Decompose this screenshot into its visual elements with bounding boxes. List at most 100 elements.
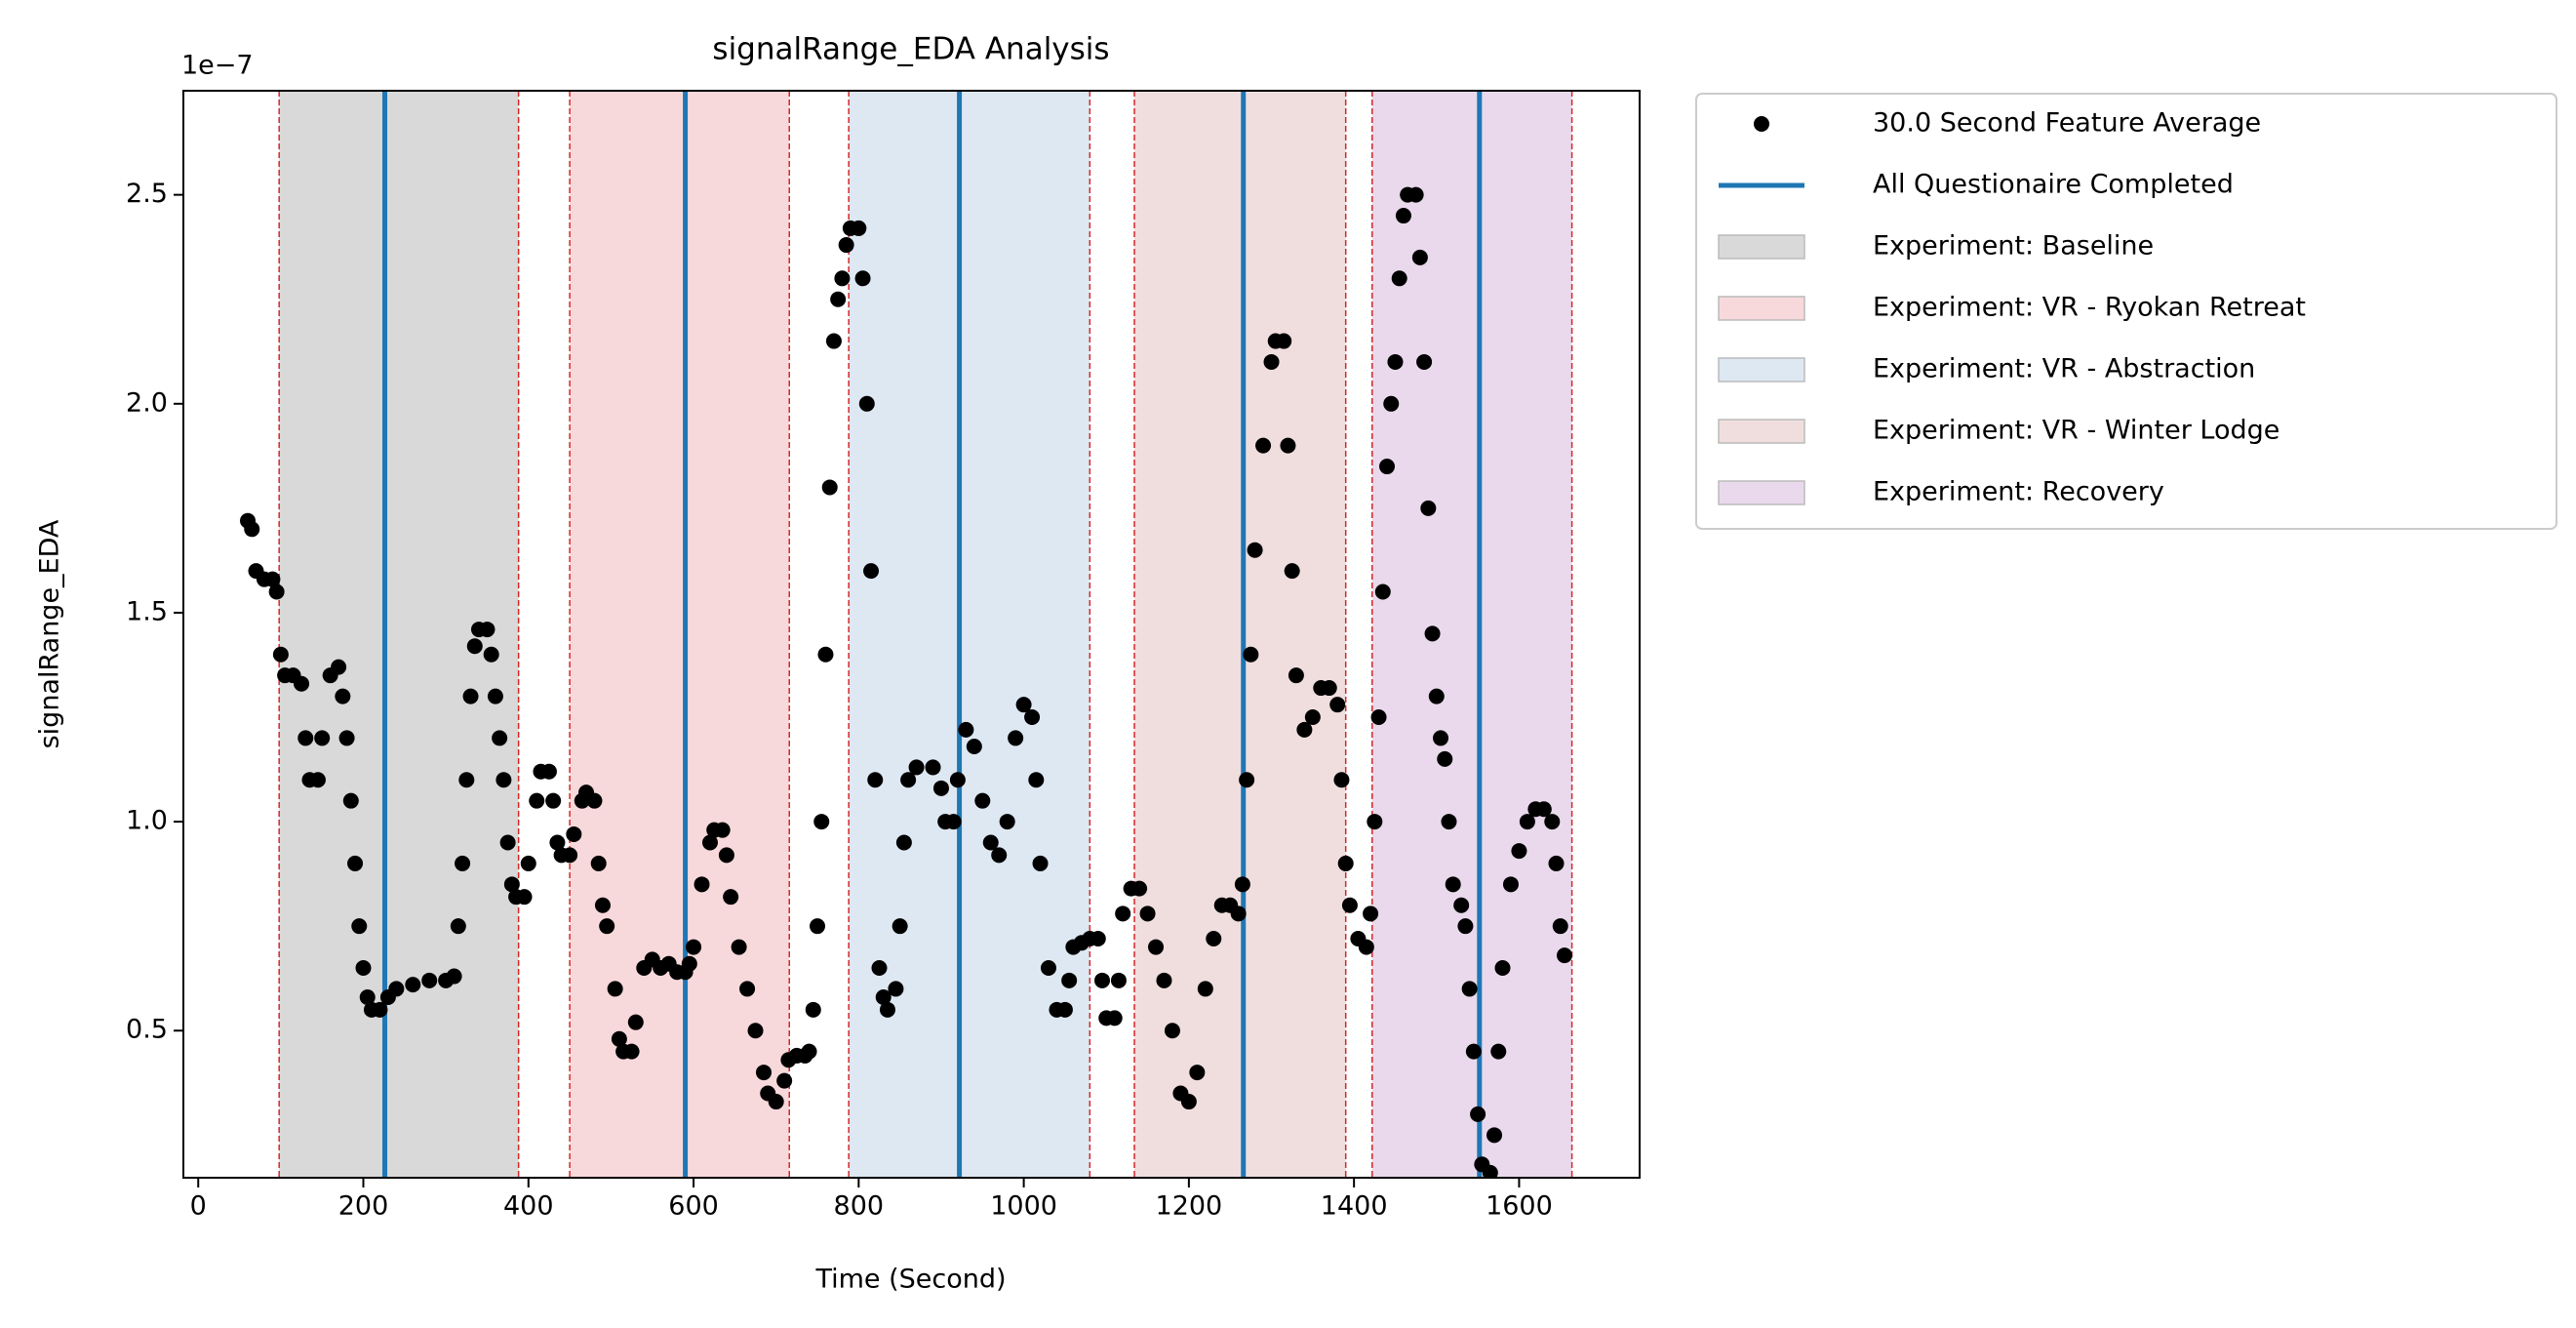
data-point xyxy=(958,721,974,738)
data-point xyxy=(1544,814,1561,830)
legend-marker xyxy=(1718,357,1805,382)
data-point xyxy=(1379,459,1396,475)
data-point xyxy=(686,939,702,955)
legend-label: Experiment: VR - Abstraction xyxy=(1873,354,2255,384)
data-point xyxy=(895,834,912,851)
data-point xyxy=(723,889,739,905)
data-point xyxy=(599,918,615,935)
data-point xyxy=(1341,897,1358,913)
data-point xyxy=(1482,1164,1498,1178)
x-tick-label: 200 xyxy=(338,1191,389,1222)
data-point xyxy=(1374,584,1391,600)
data-point xyxy=(446,968,462,985)
data-point xyxy=(1490,1043,1507,1060)
x-tick-label: 800 xyxy=(834,1191,885,1222)
data-point xyxy=(495,772,512,788)
data-point xyxy=(566,825,582,842)
y-tick-label: 2.0 xyxy=(126,387,168,418)
data-point xyxy=(813,814,830,830)
legend: 30.0 Second Feature Average All Questiona… xyxy=(1695,93,2557,530)
data-point xyxy=(1040,959,1056,976)
data-point xyxy=(520,855,536,871)
data-point xyxy=(1304,709,1321,726)
legend-label: Experiment: Recovery xyxy=(1873,477,2164,507)
data-point xyxy=(590,855,607,871)
axes-frame xyxy=(182,90,1641,1179)
data-point xyxy=(1367,814,1383,830)
data-point xyxy=(499,834,516,851)
data-point xyxy=(479,622,495,638)
data-point xyxy=(1387,353,1404,370)
data-point xyxy=(1239,772,1255,788)
data-point xyxy=(1428,688,1445,704)
data-point xyxy=(949,772,966,788)
data-point xyxy=(309,772,326,788)
data-point xyxy=(825,333,842,349)
data-point xyxy=(982,834,999,851)
data-point xyxy=(1433,730,1449,746)
experiment-span xyxy=(570,91,790,1178)
data-point xyxy=(627,1014,644,1030)
data-point xyxy=(1416,353,1433,370)
data-point xyxy=(466,638,483,655)
data-point xyxy=(1461,981,1478,997)
data-point xyxy=(1028,772,1045,788)
data-point xyxy=(851,220,867,236)
data-point xyxy=(335,688,351,704)
data-point xyxy=(623,1043,640,1060)
data-point xyxy=(1263,353,1280,370)
y-axis-label: signalRange_EDA xyxy=(35,519,65,748)
data-point xyxy=(1411,249,1428,265)
y-tick-label: 1.0 xyxy=(126,806,168,836)
data-point xyxy=(871,959,888,976)
data-point xyxy=(342,792,359,809)
experiment-span xyxy=(1371,91,1572,1178)
data-point xyxy=(867,772,884,788)
x-tick-label: 1400 xyxy=(1321,1191,1388,1222)
data-point xyxy=(1437,750,1453,767)
legend-marker xyxy=(1718,480,1805,505)
data-point xyxy=(1015,697,1032,713)
data-point xyxy=(892,918,908,935)
legend-label: Experiment: VR - Winter Lodge xyxy=(1873,416,2279,446)
x-tick-label: 1200 xyxy=(1156,1191,1223,1222)
x-tick-label: 1600 xyxy=(1486,1191,1553,1222)
data-point xyxy=(694,876,710,893)
data-point xyxy=(1358,939,1374,955)
data-point xyxy=(821,479,838,496)
data-point xyxy=(268,584,285,600)
data-point xyxy=(355,959,372,976)
data-point xyxy=(1407,186,1424,203)
data-point xyxy=(516,889,533,905)
data-point xyxy=(483,646,499,663)
data-point xyxy=(1164,1023,1180,1039)
data-point xyxy=(701,834,718,851)
data-point xyxy=(1024,709,1041,726)
data-point xyxy=(834,270,851,287)
x-tick-label: 400 xyxy=(503,1191,554,1222)
data-point xyxy=(1519,814,1535,830)
x-tick-label: 600 xyxy=(668,1191,719,1222)
data-point xyxy=(421,972,438,988)
data-point xyxy=(388,981,405,997)
data-point xyxy=(1486,1127,1503,1144)
data-point xyxy=(1090,931,1106,947)
data-point xyxy=(1131,880,1148,897)
legend-marker xyxy=(1718,296,1805,321)
data-point xyxy=(718,847,734,864)
data-point xyxy=(830,291,847,307)
data-point xyxy=(1139,905,1156,922)
data-point xyxy=(908,759,925,776)
data-point xyxy=(1197,981,1213,997)
data-point xyxy=(932,780,949,796)
data-point xyxy=(405,977,421,993)
data-point xyxy=(1106,1010,1123,1026)
y-tick-label: 1.5 xyxy=(126,596,168,626)
x-axis-label: Time (Second) xyxy=(814,1265,1006,1295)
data-point xyxy=(562,847,578,864)
data-point xyxy=(731,939,747,955)
data-point xyxy=(1180,1094,1197,1110)
data-point xyxy=(1148,939,1165,955)
data-point xyxy=(297,730,314,746)
data-point xyxy=(487,688,503,704)
